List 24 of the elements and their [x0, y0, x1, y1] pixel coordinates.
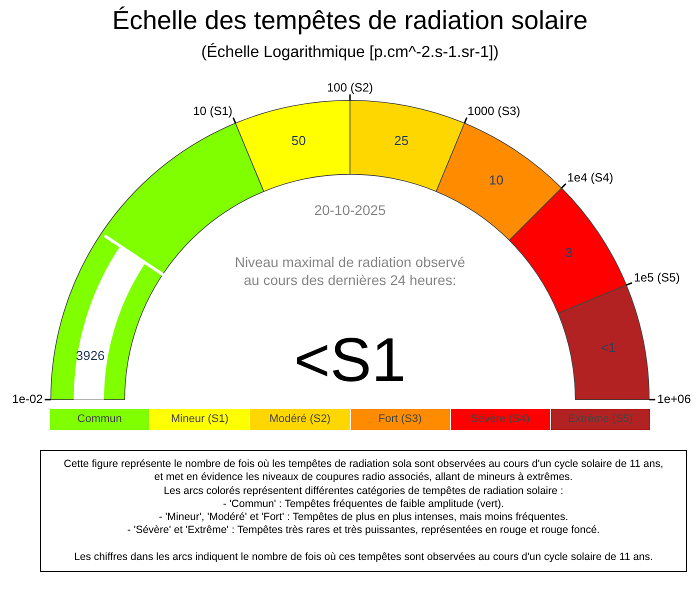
text: 100 (S2) [326, 80, 374, 95]
legend-label: Extrême (S5) [558, 409, 650, 430]
text: Cette figure représente le nombre de fois où les tempêtes de radiation sola sont observées au cours d'un cycle solaire de 11 ans, et met en évidence les niveaux de coupures radio associés, allant de mineurs à extrêmes. Les arcs colorés représentent différentes catégories de tempêtes de radiation solaire : - 'Commun' : Tempêtes fréquentes de faible amplitude (vert). - 'Mineur', 'Modéré' et 'Fort' : Tempêtes de plus en plus intenses, mais moins fréquentes. - 'Sévère' et 'Extrême' : Tempêtes très rares et très puissantes, représentées en rouge et rouge foncé. Les chiffres dans les arcs indiquent le nombre de fois où ces tempêtes sont observées au cours d'un cycle solaire de 11 ans. [64, 458, 664, 564]
text: 1000 (S3) [468, 104, 520, 118]
text: <S1 [294, 326, 406, 395]
text: 1e+06 [657, 392, 692, 406]
chart-title: Échelle des tempêtes de radiation solaire [111, 5, 589, 36]
text: <1 [600, 340, 616, 355]
text: 1e4 (S4) [567, 170, 614, 185]
text: 10 (S1) [193, 104, 232, 118]
text: 20-10-2025 [313, 202, 387, 218]
legend-label: Mineur (S1) [158, 409, 250, 430]
text: 25 [394, 132, 409, 148]
text: 50 [291, 132, 306, 148]
legend-label: Sévère (S4) [458, 409, 550, 430]
legend-label: Fort (S3) [358, 409, 450, 430]
legend-label: Modéré (S2) [258, 409, 350, 430]
text: 1e-02 [12, 392, 44, 406]
text: Niveau maximal de radiation observé au cours des dernières 24 heures: [234, 254, 466, 288]
text: 3 [565, 244, 572, 260]
legend-label: Commun [58, 409, 150, 430]
text: 10 [489, 172, 504, 188]
chart-subtitle: (Échelle Logarithmique [p.cm^-2.s-1.sr-1]) [200, 44, 500, 62]
text: 1e5 (S5) [634, 270, 680, 284]
